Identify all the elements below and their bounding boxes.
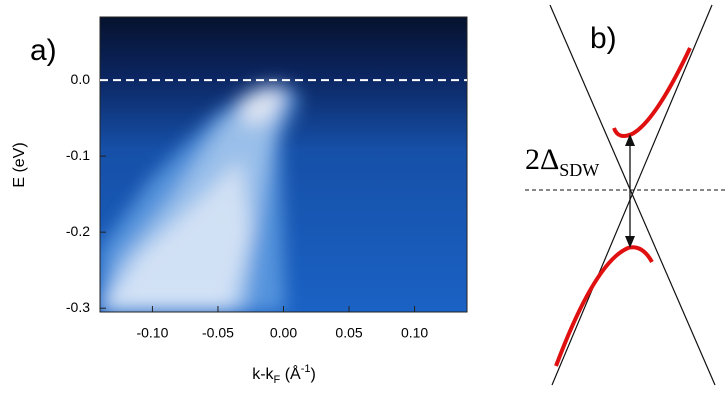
x-tick-label: 0.10 xyxy=(401,325,428,341)
gap-symbol: 2Δ xyxy=(525,143,559,176)
x-tick-label: 0.05 xyxy=(335,325,362,341)
x-label-unit: (Å xyxy=(280,364,301,383)
lower-band xyxy=(554,245,654,367)
x-axis-label: k-kF (Å-1) xyxy=(252,363,316,386)
x-tick-label: 0.00 xyxy=(270,325,297,341)
x-tick-label: -0.10 xyxy=(136,325,168,341)
band-line xyxy=(551,4,713,386)
y-tick-label: -0.2 xyxy=(66,223,90,239)
x-label-sup: -1 xyxy=(301,363,311,375)
gap-subscript: SDW xyxy=(559,160,599,180)
y-tick-label: 0.0 xyxy=(71,71,91,87)
y-tick-label: -0.1 xyxy=(66,147,90,163)
upper-band xyxy=(612,47,692,138)
x-label-sub: F xyxy=(274,374,281,386)
intensity-map xyxy=(100,17,467,312)
gap-label: 2ΔSDW xyxy=(525,143,599,180)
y-tick-label: -0.3 xyxy=(66,299,90,315)
y-axis-label: E (eV) xyxy=(11,142,28,187)
x-tick-label: -0.05 xyxy=(202,325,234,341)
x-label-main: k-k xyxy=(252,366,274,383)
x-label-close: ) xyxy=(310,366,315,383)
panel-label: a) xyxy=(30,34,57,67)
panel-label: b) xyxy=(590,22,617,55)
arrow-head xyxy=(625,134,635,146)
arrow-head xyxy=(625,236,635,248)
